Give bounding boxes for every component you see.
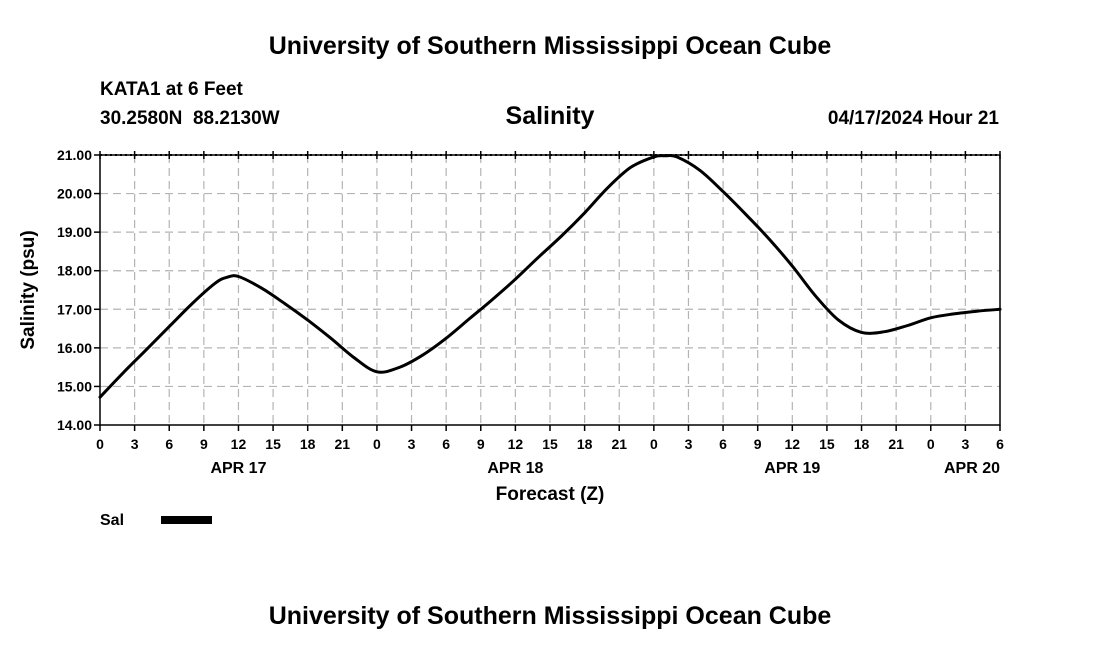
- x-tick-label: 9: [477, 436, 485, 452]
- date-label: APR 19: [764, 460, 820, 477]
- footer-org-title: University of Southern Mississippi Ocean…: [269, 602, 832, 630]
- y-tick-label: 14.00: [57, 417, 92, 433]
- legend: Sal: [100, 512, 212, 529]
- date-label: APR 20: [944, 460, 1000, 477]
- x-tick-label: 21: [611, 436, 627, 452]
- x-tick-label: 6: [442, 436, 450, 452]
- date-labels: APR 17 APR 18 APR 19 APR 20: [210, 460, 1000, 477]
- x-tick-label: 0: [96, 436, 104, 452]
- x-tick-label: 18: [577, 436, 593, 452]
- x-tick-label: 12: [231, 436, 247, 452]
- x-tick-label: 3: [961, 436, 969, 452]
- x-tick-labels: 0 3 6 9 12 15 18 21 0 3 6 9 12 15 18 21 0 3 6 9 12 15 18 21 0 3 6: [96, 436, 1004, 452]
- y-axis-title: Salinity (psu): [18, 230, 39, 349]
- y-tick-label: 18.00: [57, 263, 92, 279]
- x-tick-label: 9: [754, 436, 762, 452]
- date-label: APR 18: [487, 460, 543, 477]
- forecast-timestamp: 04/17/2024 Hour 21: [828, 108, 1000, 129]
- x-tick-label: 15: [819, 436, 835, 452]
- x-tick-label: 21: [335, 436, 351, 452]
- chart-title: Salinity: [506, 102, 595, 130]
- x-tick-label: 12: [785, 436, 801, 452]
- x-tick-label: 6: [996, 436, 1004, 452]
- station-label: KATA1 at 6 Feet: [100, 79, 244, 100]
- x-tick-label: 9: [200, 436, 208, 452]
- x-tick-label: 0: [927, 436, 935, 452]
- x-tick-label: 21: [888, 436, 904, 452]
- y-tick-label: 15.00: [57, 378, 92, 394]
- x-tick-label: 15: [542, 436, 558, 452]
- org-title: University of Southern Mississippi Ocean…: [269, 32, 832, 60]
- x-tick-label: 15: [265, 436, 281, 452]
- y-tick-label: 17.00: [57, 301, 92, 317]
- x-axis-title: Forecast (Z): [496, 484, 605, 505]
- y-tick-label: 19.00: [57, 224, 92, 240]
- x-tick-label: 18: [854, 436, 870, 452]
- x-tick-label: 0: [373, 436, 381, 452]
- axis-ticks: [94, 151, 1001, 431]
- x-tick-label: 6: [719, 436, 727, 452]
- x-tick-label: 6: [165, 436, 173, 452]
- salinity-series-line: [98, 153, 1002, 399]
- x-tick-label: 3: [131, 436, 139, 452]
- legend-swatch: [161, 516, 212, 524]
- y-tick-label: 20.00: [57, 186, 92, 202]
- station-coordinates: 30.2580N 88.2130W: [100, 108, 280, 129]
- y-tick-label: 21.00: [57, 147, 92, 163]
- x-tick-label: 3: [408, 436, 416, 452]
- x-tick-label: 0: [650, 436, 658, 452]
- x-tick-label: 12: [508, 436, 524, 452]
- x-tick-label: 3: [685, 436, 693, 452]
- date-label: APR 17: [210, 460, 266, 477]
- grid-lines: [100, 155, 1000, 425]
- y-tick-label: 16.00: [57, 340, 92, 356]
- x-tick-label: 18: [300, 436, 316, 452]
- y-tick-labels: 14.00 15.00 16.00 17.00 18.00 19.00 20.00 21.00: [57, 147, 92, 433]
- legend-label: Sal: [100, 512, 124, 529]
